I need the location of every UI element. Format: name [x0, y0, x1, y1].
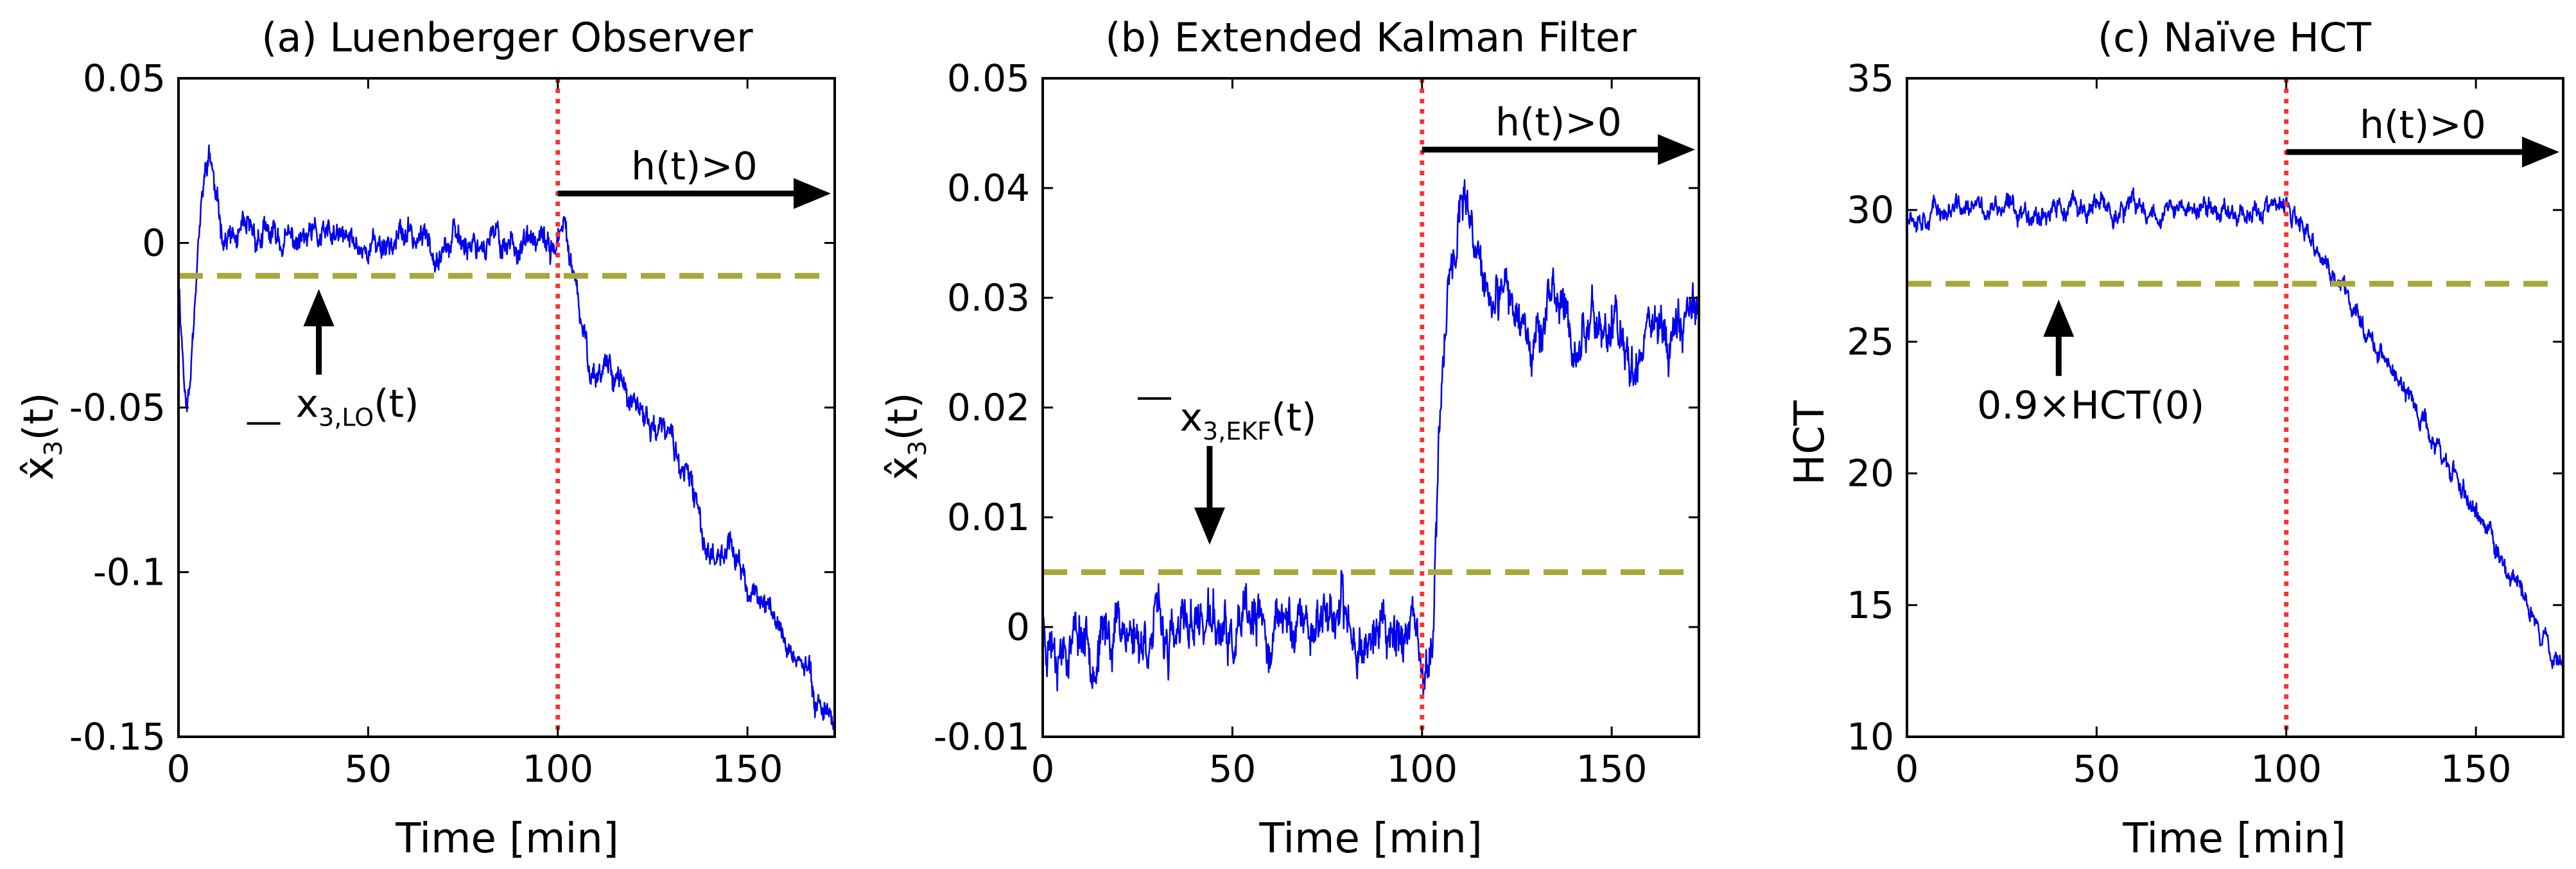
- panel-c-x-label: Time [min]: [2122, 815, 2346, 863]
- panel-c-threshold-label-main: 0.9×HCT(0): [1977, 383, 2204, 428]
- panel-b-arrow-annotation: h(t)>0: [1422, 100, 1695, 166]
- panel-c-vertical-arrow-head: [2043, 299, 2075, 337]
- panel-a-y-tick-label: -0.05: [69, 386, 166, 429]
- panel-c-plot-area: 0 50 100 150 35 30 25 20 15 10: [1847, 56, 2564, 791]
- panel-a-y-label-sub: 3: [39, 440, 67, 456]
- panel-b-threshold-label-sub: 3,EKF: [1203, 417, 1271, 445]
- panel-a-x-label: Time [min]: [395, 815, 619, 863]
- panel-b-threshold-label-tail: (t): [1271, 395, 1316, 440]
- panel-a-y-label: x̂3(t): [15, 392, 67, 480]
- panel-c: (c) Naïve HCT Time [min] HCT 0 50 100 150 35…: [1786, 14, 2564, 863]
- panel-b-y-label-tail: (t): [880, 392, 927, 440]
- panel-b-threshold-label: x3,EKF(t): [1179, 395, 1316, 445]
- panel-b: (b) Extended Kalman Filter Time [min] x̂…: [880, 14, 1700, 863]
- panel-a-arrow-annotation: h(t)>0: [557, 144, 831, 209]
- panel-b-threshold-annotation: x3,EKF(t): [1137, 395, 1316, 545]
- panel-b-vertical-arrow-head: [1194, 507, 1225, 545]
- panel-c-x-tick-label: 0: [1895, 747, 1919, 791]
- panel-b-y-tick-label: 0.03: [947, 276, 1030, 320]
- panel-c-x-tick-label: 50: [2073, 747, 2120, 791]
- panel-a: (a) Luenberger Observer Time [min] x̂3(t…: [15, 14, 836, 863]
- panel-c-threshold-label: 0.9×HCT(0): [1977, 383, 2204, 428]
- panel-c-y-tick-label: 30: [1847, 188, 1894, 232]
- panel-b-y-tick-label: 0.01: [947, 495, 1030, 539]
- panel-c-y-label: HCT: [1786, 400, 1834, 485]
- panel-a-threshold-label-sub: 3,LO: [318, 404, 374, 432]
- panel-a-y-tick-label: 0.05: [83, 56, 166, 100]
- panel-b-y-tick-label: -0.01: [934, 715, 1030, 759]
- panel-a-threshold-label: x3,LO(t): [296, 382, 419, 432]
- panel-a-threshold-label-tail: (t): [374, 382, 419, 427]
- panel-b-series-estimate-line: [1043, 179, 1699, 698]
- panel-c-axes-frame: [1906, 77, 2564, 738]
- panel-b-y-tick-label: 0.04: [947, 166, 1030, 210]
- panel-c-y-label-main: HCT: [1786, 400, 1834, 485]
- panel-b-y-tick-label: 0.02: [947, 386, 1030, 429]
- panel-c-y-tick-label: 10: [1847, 715, 1894, 759]
- panel-a-y-label-tail: (t): [15, 392, 63, 440]
- panel-a-vertical-arrow-head: [303, 289, 335, 327]
- panel-c-title: (c) Naïve HCT: [2098, 14, 2372, 61]
- panel-a-x-tick-label: 100: [522, 747, 593, 791]
- panel-a-y-tick-label: -0.1: [93, 551, 166, 594]
- panel-a-arrow-label: h(t)>0: [631, 144, 758, 189]
- panel-c-series-hct-line: [1907, 187, 2563, 669]
- panel-b-x-tick-label: 150: [1576, 747, 1648, 791]
- panel-a-threshold-annotation: x3,LO(t): [247, 289, 419, 432]
- panel-a-x-tick-label: 150: [712, 747, 783, 791]
- panel-b-x-tick-label: 50: [1208, 747, 1256, 791]
- panel-a-right-arrow-head: [794, 178, 831, 209]
- panel-b-x-tick-label: 100: [1386, 747, 1458, 791]
- panel-a-x-tick-label: 50: [344, 747, 392, 791]
- panel-b-y-tick-label: 0: [1006, 605, 1030, 649]
- panel-c-right-arrow-head: [2522, 136, 2559, 168]
- panel-c-arrow-annotation: h(t)>0: [2286, 103, 2559, 168]
- panel-c-arrow-label: h(t)>0: [2360, 103, 2486, 148]
- panel-a-threshold-label-main: x: [296, 382, 319, 427]
- panel-a-y-tick-label: 0: [142, 221, 166, 265]
- panel-c-x-tick-label: 100: [2250, 747, 2322, 791]
- panel-a-title: (a) Luenberger Observer: [261, 14, 753, 61]
- panel-a-series-estimate-line: [178, 144, 835, 730]
- panel-c-y-tick-label: 15: [1847, 583, 1894, 627]
- panel-a-y-tick-label: -0.15: [69, 715, 166, 759]
- panel-c-y-tick-label: 25: [1847, 320, 1894, 363]
- panel-b-right-arrow-head: [1658, 134, 1695, 166]
- panel-c-threshold-annotation: 0.9×HCT(0): [1977, 299, 2204, 428]
- panel-b-title: (b) Extended Kalman Filter: [1105, 14, 1637, 61]
- panel-c-y-tick-label: 20: [1847, 452, 1894, 495]
- panel-b-y-label: x̂3(t): [880, 392, 932, 480]
- panel-c-y-tick-label: 35: [1847, 56, 1894, 100]
- panel-b-y-label-main: x̂: [880, 456, 927, 481]
- panel-b-threshold-label-main: x: [1179, 395, 1203, 440]
- panel-b-x-label: Time [min]: [1258, 815, 1483, 863]
- panel-b-x-tick-label: 0: [1031, 747, 1055, 791]
- panel-a-plot-area: 0 50 100 150 0.05 0 -0.05 -0.1 -0.15: [69, 56, 836, 791]
- panel-b-y-label-sub: 3: [903, 440, 932, 456]
- panel-c-x-tick-label: 150: [2441, 747, 2512, 791]
- panel-b-arrow-label: h(t)>0: [1495, 100, 1622, 145]
- panel-b-y-tick-label: 0.05: [947, 56, 1030, 100]
- panel-a-x-tick-label: 0: [167, 747, 191, 791]
- panel-a-y-label-main: x̂: [15, 456, 63, 481]
